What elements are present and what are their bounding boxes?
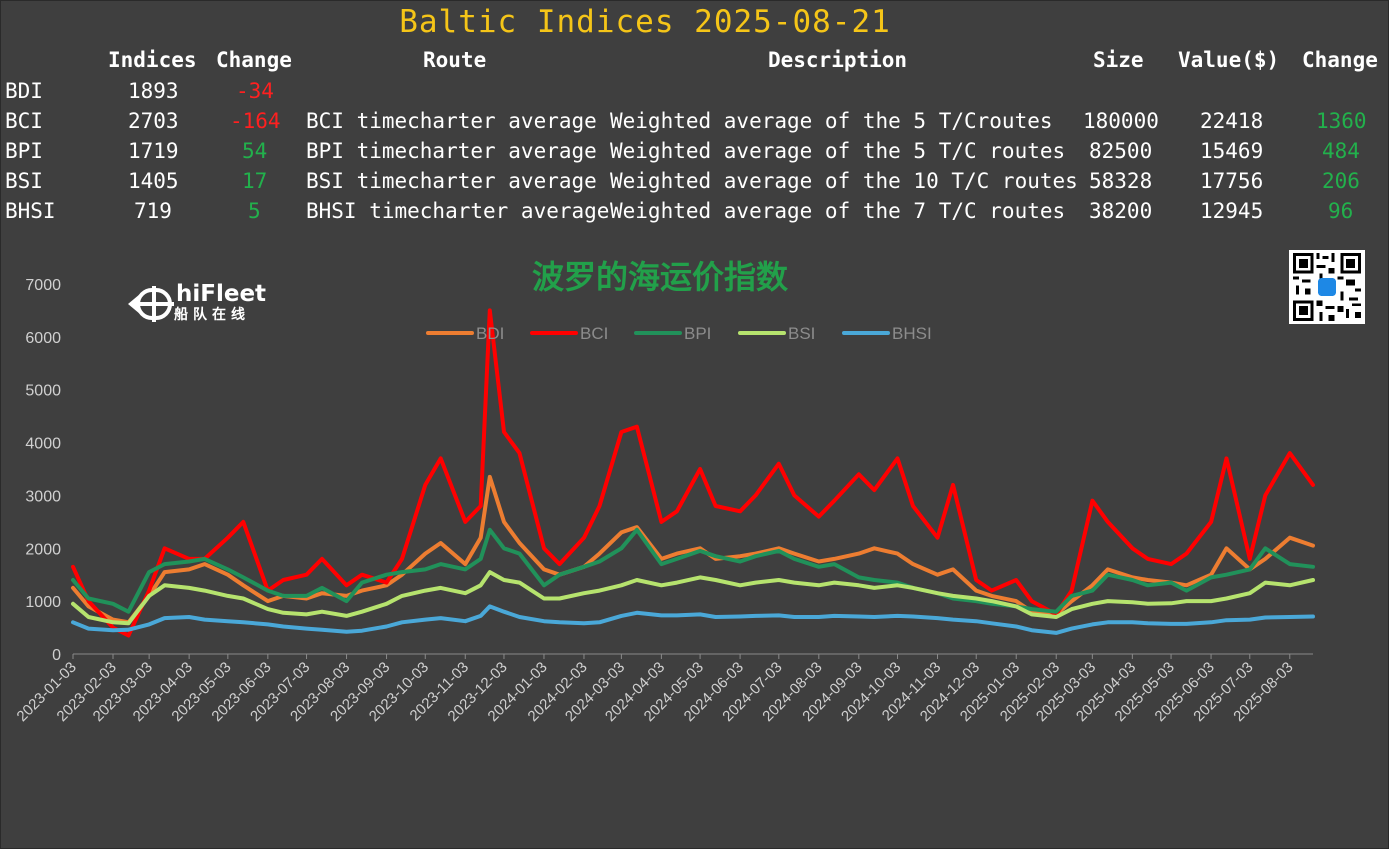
logo-text: hiFleet [176, 281, 267, 307]
row-description: Weighted average of the 5 T/C routes [610, 139, 1066, 163]
row-change: 5 [248, 199, 261, 223]
y-tick-label: 2000 [25, 541, 61, 558]
row-change: -164 [230, 109, 281, 133]
header-indices: Indices [108, 48, 197, 72]
row-index: 1719 [128, 139, 179, 163]
row-index: 2703 [128, 109, 179, 133]
row-change: -34 [236, 79, 274, 103]
row-description: Weighted average of the 7 T/C routes [610, 199, 1066, 223]
series-line-bhsi [71, 604, 1315, 635]
row-value-change: 1360 [1316, 109, 1367, 133]
row-route: BSI timecharter average [306, 169, 597, 193]
y-tick-label: 4000 [25, 436, 61, 453]
legend-label: BHSI [892, 324, 932, 343]
row-size: 38200 [1089, 199, 1153, 223]
hifleet-logo-icon [128, 286, 174, 322]
header-value-change: Change [1302, 48, 1378, 72]
series-line-bci [71, 308, 1315, 638]
row-size: 82500 [1089, 139, 1153, 163]
row-value-change: 96 [1328, 199, 1354, 223]
legend-label: BPI [684, 324, 711, 343]
row-value: 12945 [1200, 199, 1264, 223]
row-index: 1405 [128, 169, 179, 193]
row-name: BDI [5, 79, 43, 103]
row-name: BSI [5, 169, 43, 193]
row-value: 22418 [1200, 109, 1264, 133]
row-name: BPI [5, 139, 43, 163]
row-description: Weighted average of the 5 T/Croutes [610, 109, 1053, 133]
y-tick-label: 6000 [25, 330, 61, 347]
y-tick-label: 3000 [25, 488, 61, 505]
row-description: Weighted average of the 10 T/C routes [610, 169, 1078, 193]
row-value-change: 484 [1322, 139, 1360, 163]
row-value: 15469 [1200, 139, 1264, 163]
y-tick-label: 7000 [25, 277, 61, 294]
y-tick-label: 1000 [25, 594, 61, 611]
row-route: BPI timecharter average [306, 139, 597, 163]
legend-label: BDI [476, 324, 504, 343]
row-change: 17 [242, 169, 268, 193]
page-title: Baltic Indices 2025-08-21 [399, 4, 891, 40]
row-change: 54 [242, 139, 268, 163]
logo-subtitle: 船队在线 [174, 307, 250, 323]
legend-label: BSI [788, 324, 815, 343]
qr-code-icon [1289, 250, 1365, 324]
row-value-change: 206 [1322, 169, 1360, 193]
series-line-bdi [71, 474, 1315, 625]
header-change: Change [216, 48, 292, 72]
line-chart: 010002000300040005000600070002023-01-032… [14, 277, 1315, 725]
row-name: BCI [5, 109, 43, 133]
y-tick-label: 0 [52, 647, 61, 664]
row-route: BHSI timecharter average [306, 199, 610, 223]
header-value: Value($) [1178, 48, 1280, 72]
chart-title: 波罗的海运价指数 [531, 258, 788, 296]
legend-label: BCI [580, 324, 608, 343]
row-index: 719 [134, 199, 172, 223]
header-size: Size [1093, 48, 1144, 72]
row-size: 58328 [1089, 169, 1153, 193]
header-route: Route [423, 48, 487, 72]
row-index: 1893 [128, 79, 179, 103]
row-size: 180000 [1083, 109, 1159, 133]
row-route: BCI timecharter average [306, 109, 597, 133]
row-value: 17756 [1200, 169, 1264, 193]
header-description: Description [768, 48, 908, 72]
y-tick-label: 5000 [25, 383, 61, 400]
row-name: BHSI [5, 199, 56, 223]
series-line-bpi [71, 527, 1315, 614]
series-line-bsi [71, 570, 1315, 626]
